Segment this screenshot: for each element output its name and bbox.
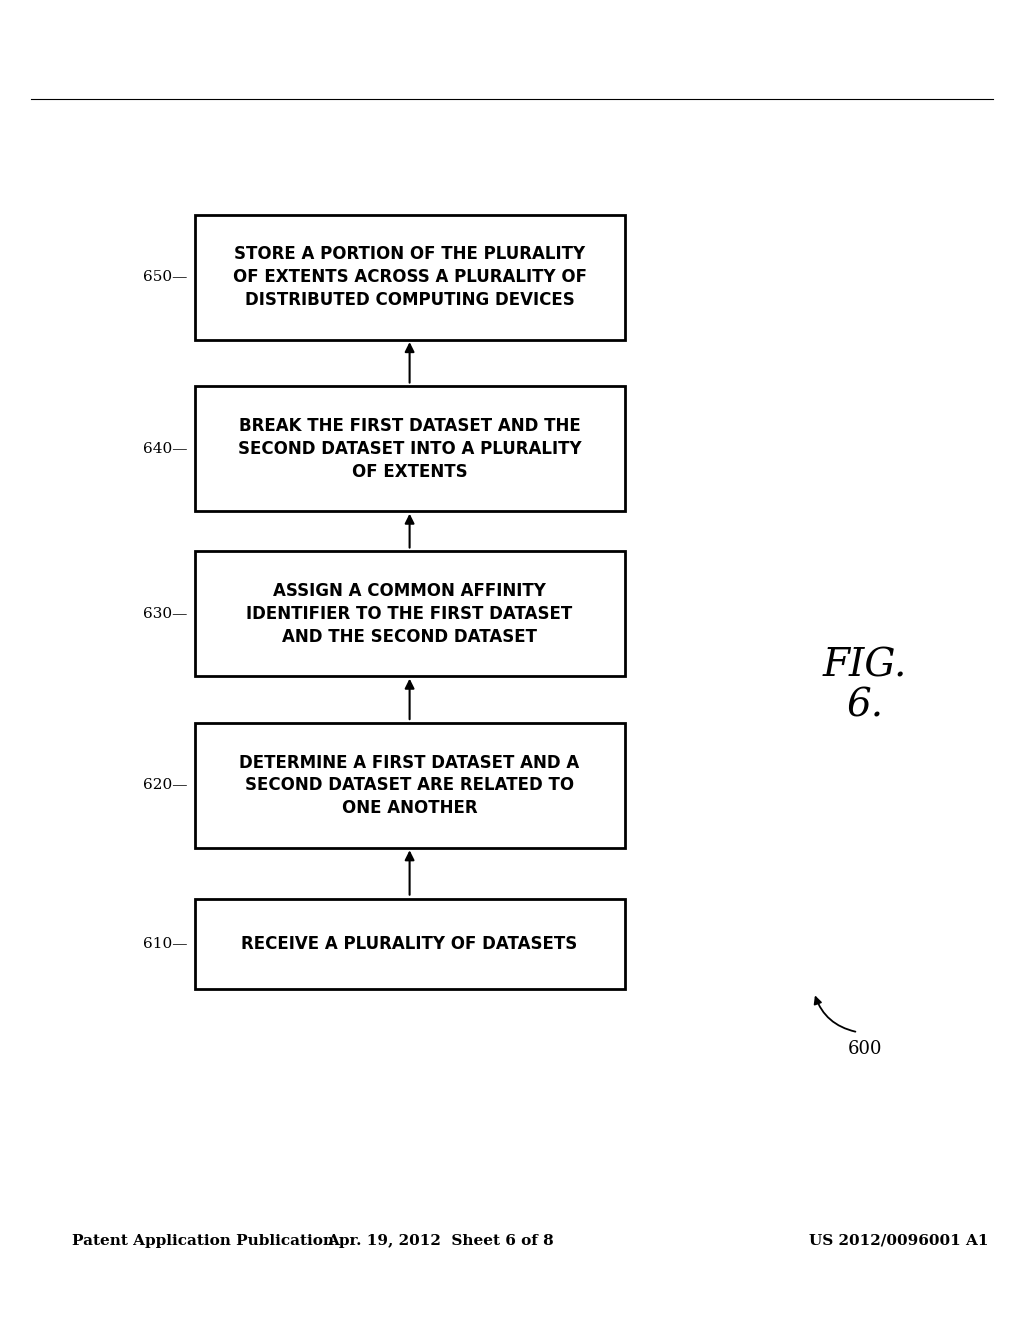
Text: BREAK THE FIRST DATASET AND THE
SECOND DATASET INTO A PLURALITY
OF EXTENTS: BREAK THE FIRST DATASET AND THE SECOND D… <box>238 417 582 480</box>
Text: FIG.
6.: FIG. 6. <box>823 648 907 725</box>
Text: US 2012/0096001 A1: US 2012/0096001 A1 <box>809 1234 988 1247</box>
Text: 610—: 610— <box>143 937 187 950</box>
FancyBboxPatch shape <box>195 899 625 989</box>
FancyBboxPatch shape <box>195 722 625 847</box>
Text: Patent Application Publication: Patent Application Publication <box>72 1234 334 1247</box>
Text: STORE A PORTION OF THE PLURALITY
OF EXTENTS ACROSS A PLURALITY OF
DISTRIBUTED CO: STORE A PORTION OF THE PLURALITY OF EXTE… <box>232 246 587 309</box>
Text: 620—: 620— <box>143 779 187 792</box>
Text: Apr. 19, 2012  Sheet 6 of 8: Apr. 19, 2012 Sheet 6 of 8 <box>327 1234 554 1247</box>
Text: ASSIGN A COMMON AFFINITY
IDENTIFIER TO THE FIRST DATASET
AND THE SECOND DATASET: ASSIGN A COMMON AFFINITY IDENTIFIER TO T… <box>247 582 572 645</box>
FancyBboxPatch shape <box>195 385 625 511</box>
Text: 630—: 630— <box>143 607 187 620</box>
Text: 640—: 640— <box>143 442 187 455</box>
Text: 650—: 650— <box>143 271 187 284</box>
FancyBboxPatch shape <box>195 552 625 676</box>
Text: 600: 600 <box>848 1040 883 1059</box>
FancyBboxPatch shape <box>195 214 625 339</box>
Text: DETERMINE A FIRST DATASET AND A
SECOND DATASET ARE RELATED TO
ONE ANOTHER: DETERMINE A FIRST DATASET AND A SECOND D… <box>240 754 580 817</box>
Text: RECEIVE A PLURALITY OF DATASETS: RECEIVE A PLURALITY OF DATASETS <box>242 935 578 953</box>
